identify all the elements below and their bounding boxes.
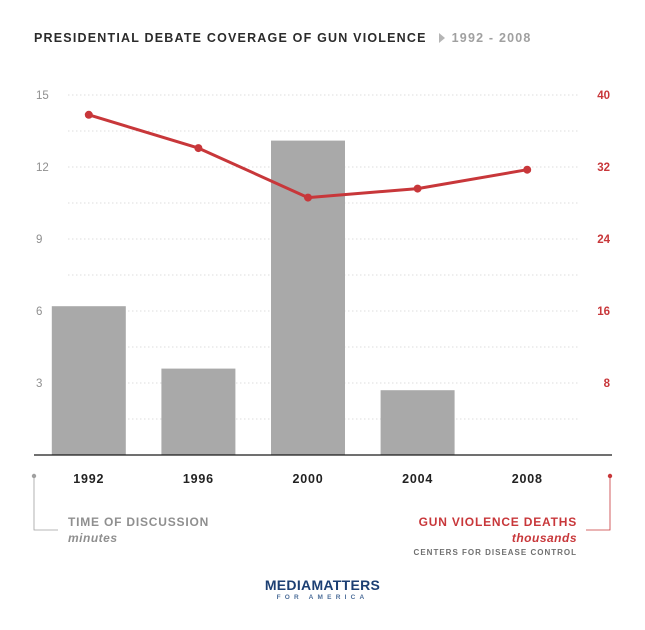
logo-sub: FOR AMERICA [276,594,369,601]
y-right-tick-label: 24 [597,234,610,246]
legend-brackets [31,473,613,531]
legend-right-bracket [586,476,611,531]
y-right-tick-label: 16 [597,306,610,318]
x-tick-label: 2008 [512,472,543,486]
legend-right-label: GUN VIOLENCE DEATHS [418,515,577,529]
y-left-tick-label: 6 [36,306,42,318]
y-right-tick-label: 8 [604,378,611,390]
y-right-tick-label: 40 [597,90,610,102]
y-left-tick-label: 9 [36,234,42,246]
logo-part2: MATTERS [311,577,381,593]
legend-left-label: TIME OF DISCUSSION [68,515,210,529]
legend-left-unit: minutes [68,531,118,545]
bars [51,140,455,455]
legend-left: TIME OF DISCUSSION minutes [68,515,209,545]
bar-1992 [51,306,126,455]
y-left-tick-label: 15 [36,90,49,102]
y-right-tick-label: 32 [597,162,610,174]
media-matters-logo: MEDIAMATTERS FOR AMERICA [0,578,645,601]
legend-right-source: CENTERS FOR DISEASE CONTROL [413,548,577,557]
bar-2000 [271,140,345,455]
x-tick-label: 1996 [183,472,214,486]
point-1996 [194,144,203,153]
axes: 3 6 9 12 15 8 16 24 32 40 1992 1996 2000 2004 2008 [34,90,612,486]
legend-right-unit: thousands [511,531,577,545]
title-arrow-icon [438,33,445,43]
title-range: 1992 - 2008 [451,31,532,45]
title-main: PRESIDENTIAL DEBATE COVERAGE OF GUN VIOL… [34,31,427,45]
chart-title: PRESIDENTIAL DEBATE COVERAGE OF GUN VIOL… [34,31,532,45]
logo-part1: MEDIA [264,577,312,593]
legend-right: GUN VIOLENCE DEATHS thousands CENTERS FO… [414,515,577,557]
legend-left-bracket [33,476,58,531]
deaths-line [84,110,532,202]
bar-1996 [161,368,236,455]
x-tick-label: 2000 [292,472,323,486]
y-left-tick-label: 3 [36,378,42,390]
gridlines [68,94,578,420]
x-tick-label: 2004 [402,472,433,486]
point-1992 [84,110,93,119]
y-left-tick-label: 12 [36,162,49,174]
x-tick-label: 1992 [73,472,104,486]
point-2008 [523,165,532,174]
logo-wordmark: MEDIAMATTERS [0,578,645,592]
point-2004 [413,184,422,193]
point-2000 [304,193,312,202]
bar-2004 [380,390,455,455]
